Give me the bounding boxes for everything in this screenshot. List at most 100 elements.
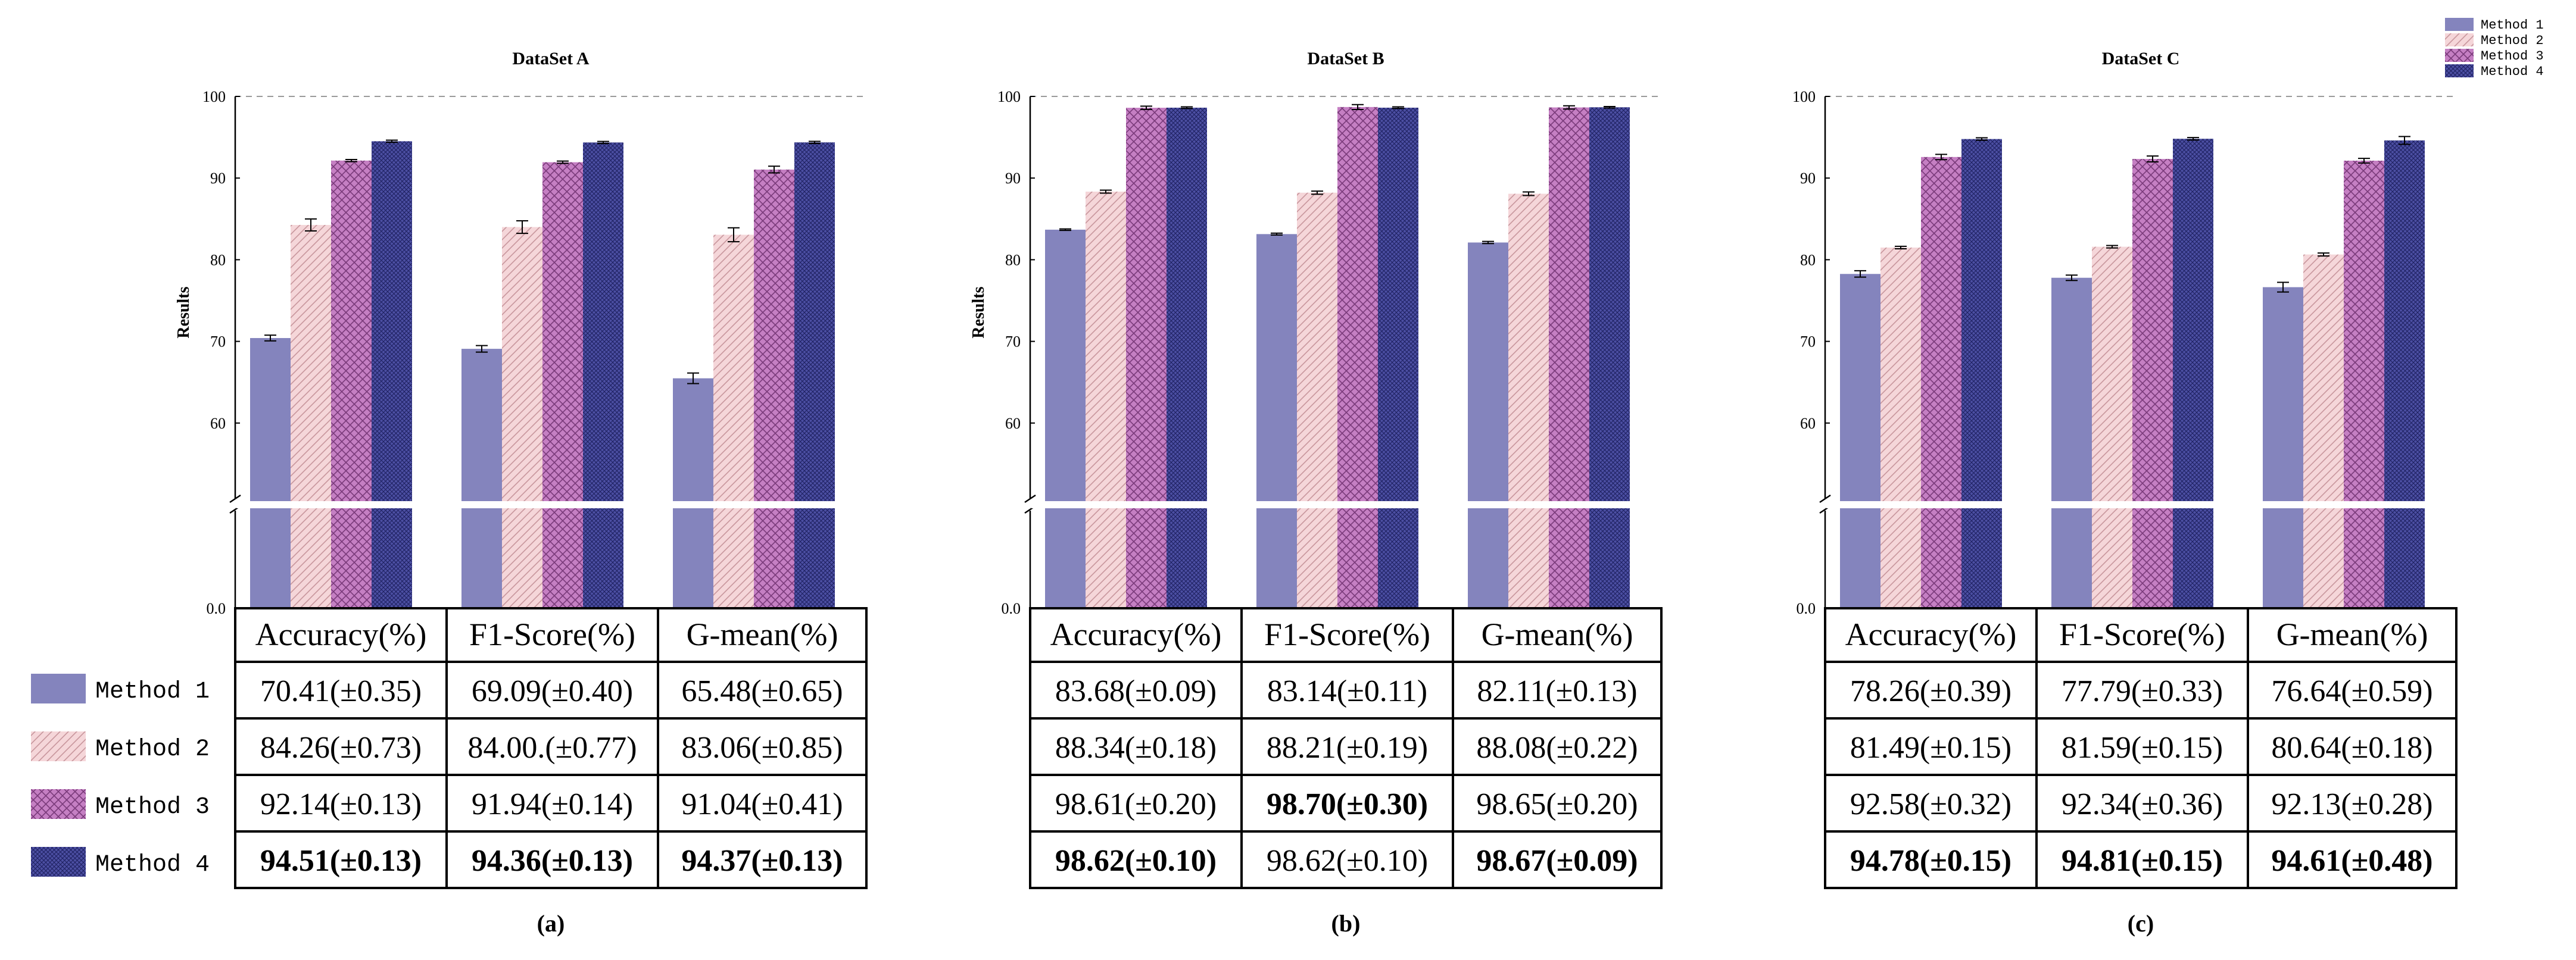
table-cell: 81.59(±0.15) xyxy=(2062,731,2223,765)
error-bar xyxy=(1311,190,1323,195)
error-bar xyxy=(1895,245,1907,250)
error-bar xyxy=(1392,106,1404,110)
error-bar xyxy=(345,159,357,162)
legend-swatch xyxy=(2445,64,2474,77)
error-bar xyxy=(1271,232,1283,236)
y-tick-label: 70 xyxy=(210,333,226,351)
bar-method-3 xyxy=(2344,160,2384,608)
y-tick-label: 100 xyxy=(997,88,1021,105)
error-bar xyxy=(2147,155,2159,163)
error-bar xyxy=(476,345,488,353)
error-bar xyxy=(1854,270,1866,278)
y-tick-label: 100 xyxy=(202,88,226,105)
y-tick-label: 80 xyxy=(1800,251,1816,268)
bar-method-3 xyxy=(542,162,583,608)
table-header: F1-Score(%) xyxy=(2059,617,2225,652)
table-header: Accuracy(%) xyxy=(1050,617,1222,652)
bar-method-4 xyxy=(1961,139,2002,608)
table-cell: 77.79(±0.33) xyxy=(2062,674,2223,708)
error-bar xyxy=(1935,154,1947,161)
table-cell: 94.61(±0.48) xyxy=(2271,844,2432,878)
table-cell: 76.64(±0.59) xyxy=(2271,674,2432,708)
bar-method-4 xyxy=(794,142,835,609)
results-table: Accuracy(%) F1-Score(%) G-mean(%) 78.26(±0.… xyxy=(1824,607,2458,889)
table-cell: 92.14(±0.13) xyxy=(260,787,422,821)
table-cell: 88.21(±0.19) xyxy=(1267,731,1428,765)
results-table: Accuracy(%) F1-Score(%) G-mean(%) 70.41(±0.… xyxy=(234,607,868,889)
y-tick-label: 0.0 xyxy=(1002,600,1021,617)
y-tick-label: 90 xyxy=(1005,170,1021,187)
error-bar xyxy=(1352,104,1364,110)
y-tick-label: 70 xyxy=(1005,333,1021,351)
y-tick-label: 0.0 xyxy=(1797,600,1816,617)
bar-method-1 xyxy=(2051,277,2092,608)
table-header: Accuracy(%) xyxy=(1845,617,2017,652)
bar-method-4 xyxy=(2173,139,2213,609)
table-cell: 88.08(±0.22) xyxy=(1476,731,1638,765)
table-cell: 91.94(±0.14) xyxy=(472,787,633,821)
bar-method-1 xyxy=(250,337,291,608)
table-cell: 65.48(±0.65) xyxy=(681,674,843,708)
bar-method-3 xyxy=(1549,107,1589,609)
bar-method-3 xyxy=(1126,108,1167,608)
y-tick-label: 90 xyxy=(1800,170,1816,187)
legend-label: Method 3 xyxy=(2481,49,2544,64)
bar-method-3 xyxy=(331,160,372,608)
bar-method-2 xyxy=(1880,247,1921,608)
bar-method-1 xyxy=(1045,229,1086,608)
bar-method-1 xyxy=(461,349,502,608)
legend-swatch xyxy=(31,674,86,703)
bar-method-4 xyxy=(1378,107,1418,608)
table-cell: 69.09(±0.40) xyxy=(472,674,633,708)
error-bar xyxy=(2318,252,2329,257)
y-tick-label: 80 xyxy=(1005,251,1021,268)
y-tick-label: 0.0 xyxy=(207,600,226,617)
table-cell: 94.51(±0.13) xyxy=(260,844,422,878)
legend-swatch xyxy=(31,789,86,819)
table-cell: 98.62(±0.10) xyxy=(1055,844,1217,878)
bar-method-1 xyxy=(2263,287,2303,608)
table-cell: 88.34(±0.18) xyxy=(1055,731,1217,765)
error-bar xyxy=(597,140,609,145)
bar-method-2 xyxy=(502,227,542,608)
legend-swatch xyxy=(31,847,86,877)
error-bar xyxy=(264,334,276,342)
table-cell: 70.41(±0.35) xyxy=(260,674,422,708)
axis-break-band xyxy=(236,501,866,508)
error-bar xyxy=(2358,158,2370,164)
table-header: Accuracy(%) xyxy=(255,617,427,652)
table-cell: 94.37(±0.13) xyxy=(681,844,843,878)
bar-method-2 xyxy=(1297,192,1337,608)
table-border xyxy=(234,607,868,889)
y-tick-label: 90 xyxy=(210,170,226,187)
subfigure-caption: (b) xyxy=(1331,910,1361,937)
y-axis-label: Results xyxy=(174,286,193,338)
table-cell: 98.62(±0.10) xyxy=(1267,844,1428,878)
error-bar xyxy=(2399,136,2410,145)
table-cell: 92.58(±0.32) xyxy=(1850,787,2011,821)
error-bar xyxy=(2187,137,2199,141)
chart-title: DataSet A xyxy=(512,49,589,68)
chart-panel-1: DataSet A 100 90 80 70 60 0.0 Results Accuracy(%… xyxy=(174,49,868,937)
table-cell: 83.06(±0.85) xyxy=(681,731,843,765)
y-tick-label: 60 xyxy=(1005,415,1021,432)
y-axis-label: Results xyxy=(969,286,988,338)
error-bar xyxy=(305,218,317,232)
error-bar xyxy=(809,140,821,145)
results-table: Accuracy(%) F1-Score(%) G-mean(%) 83.68(±0.… xyxy=(1029,607,1663,889)
table-header: G-mean(%) xyxy=(2276,617,2428,652)
error-bar xyxy=(2277,282,2289,293)
error-bar xyxy=(1604,106,1616,109)
table-cell: 98.61(±0.20) xyxy=(1055,787,1217,821)
chart-title: DataSet B xyxy=(1307,49,1384,68)
bar-method-2 xyxy=(713,234,754,608)
table-cell: 84.00.(±0.77) xyxy=(467,731,637,765)
bar-method-3 xyxy=(2132,159,2173,608)
table-cell: 83.68(±0.09) xyxy=(1055,674,1217,708)
error-bar xyxy=(1059,228,1071,232)
legend-label: Method 1 xyxy=(95,678,210,705)
error-bar xyxy=(386,139,398,143)
bar-method-1 xyxy=(1468,242,1508,608)
